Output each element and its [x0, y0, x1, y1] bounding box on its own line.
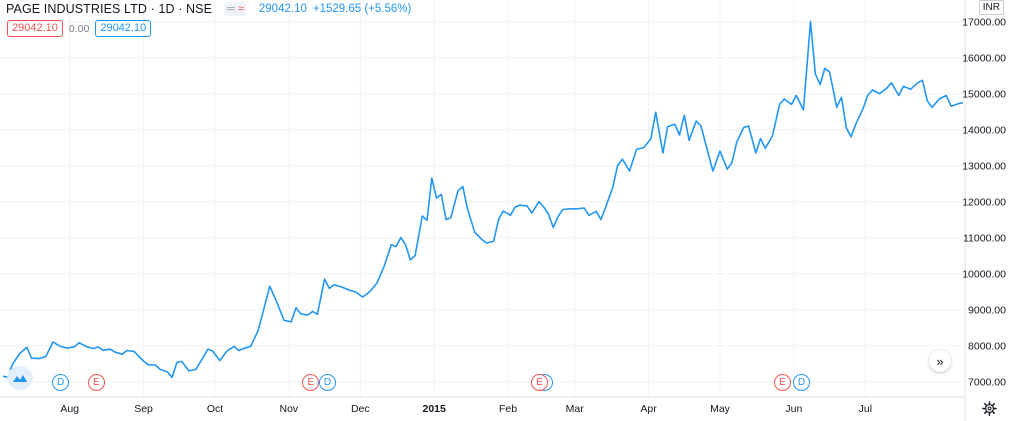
- earnings-marker[interactable]: E: [302, 374, 320, 391]
- cloud-logo-icon[interactable]: [7, 366, 33, 390]
- dividend-marker[interactable]: D: [793, 374, 810, 391]
- price-change-value: +1529.65 (+5.56%): [312, 3, 412, 15]
- price-line: [2, 20, 964, 379]
- x-tick-label: Jul: [859, 403, 872, 415]
- y-tick-label: 13000.00: [962, 161, 1006, 173]
- y-tick-label: 12000.00: [962, 197, 1006, 209]
- eye-toggle-icon[interactable]: ═: [227, 3, 235, 15]
- x-tick-label: Mar: [566, 403, 585, 415]
- x-tick-label: Jun: [785, 403, 802, 415]
- y-tick-label: 10000.00: [962, 269, 1006, 281]
- y-tick-label: 11000.00: [963, 233, 1006, 245]
- x-tick-label: Apr: [640, 403, 657, 415]
- indicator-legend: 29042.10 0.00 29042.10: [7, 20, 152, 37]
- y-tick-label: 7000.00: [968, 377, 1006, 389]
- double-chevron-right-icon[interactable]: »: [929, 350, 951, 372]
- symbol-title[interactable]: PAGE INDUSTRIES LTD · 1D · NSE: [6, 2, 213, 16]
- dividend-marker[interactable]: D: [52, 374, 70, 391]
- x-tick-label: 2015: [422, 403, 446, 415]
- red-price-box[interactable]: 29042.10: [7, 20, 63, 37]
- y-tick-label: 14000.00: [962, 125, 1006, 137]
- x-tick-label: Dec: [351, 403, 370, 415]
- x-tick-label: Aug: [60, 403, 79, 415]
- wave-icon[interactable]: ≈: [237, 3, 244, 15]
- symbol-legend: PAGE INDUSTRIES LTD · 1D · NSE ═ ≈ 29042…: [6, 1, 411, 17]
- x-tick-label: Nov: [280, 403, 299, 415]
- chart-gridlines: [0, 0, 965, 396]
- x-tick-label: May: [710, 403, 731, 415]
- y-tick-label: 8000.00: [968, 341, 1006, 353]
- time-axis[interactable]: Aug Sep Oct Nov Dec 2015 Feb Mar Apr May Jun Jul: [60, 403, 872, 415]
- y-tick-label: 17000.00: [962, 17, 1006, 29]
- earnings-marker[interactable]: E: [773, 374, 791, 391]
- dividend-marker[interactable]: D: [318, 374, 336, 391]
- x-tick-label: Sep: [134, 403, 153, 415]
- last-price-value: 29042.10: [258, 3, 307, 15]
- currency-label[interactable]: INR: [978, 0, 1004, 15]
- y-tick-label: 15000.00: [962, 89, 1006, 101]
- price-axis[interactable]: 7000.00 8000.00 9000.00 10000.00 11000.00 120…: [962, 17, 1006, 389]
- y-tick-label: 16000.00: [962, 53, 1006, 65]
- y-tick-label: 9000.00: [968, 305, 1006, 317]
- gear-icon[interactable]: [982, 401, 997, 416]
- zero-value: 0.00: [68, 22, 90, 35]
- x-tick-label: Oct: [207, 403, 223, 415]
- x-tick-label: Feb: [499, 403, 517, 415]
- earnings-marker[interactable]: E: [87, 374, 105, 391]
- earnings-marker[interactable]: E: [530, 374, 548, 391]
- blue-price-box[interactable]: 29042.10: [95, 20, 152, 37]
- legend-toggle-group[interactable]: ═ ≈: [224, 2, 247, 16]
